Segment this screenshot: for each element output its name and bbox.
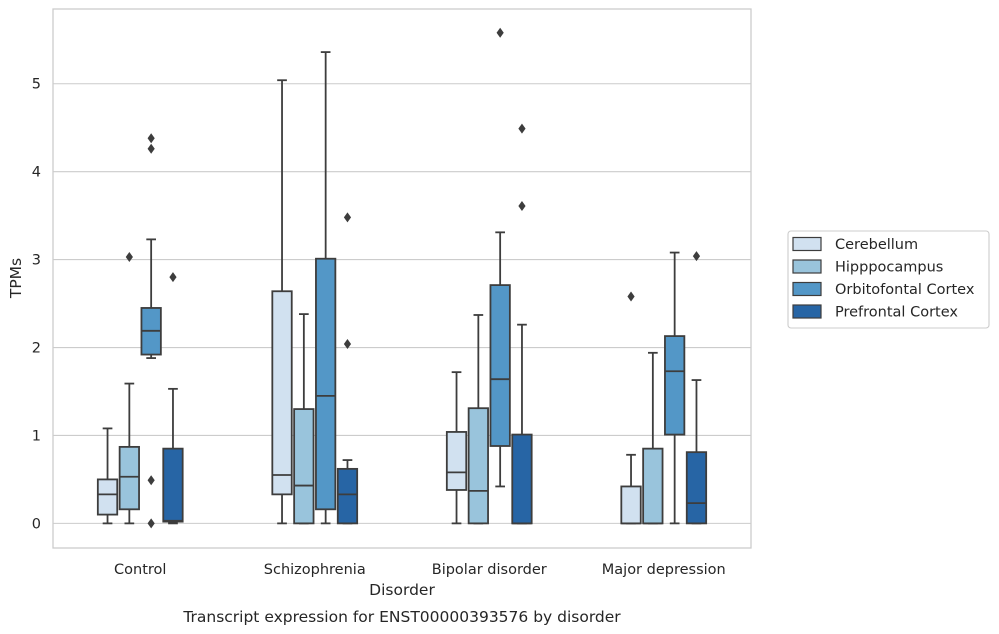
box-cerebellum-control [96,427,119,525]
box-hipppocampus-bipolar-disorder [467,314,489,525]
box-hipppocampus-major-depression [642,351,664,525]
box-prefrontal-cortex-bipolar-disorder-iqr [511,433,533,525]
legend-label-hipppocampus: Hipppocampus [835,260,943,276]
legend-frame [787,230,990,329]
box-hipppocampus-major-depression-iqr [642,447,664,525]
box-orbitofontal-cortex-control-outlier-1 [147,143,155,154]
y-axis-title: TPMs [7,258,25,299]
series-orbitofontal-cortex [140,27,686,529]
y-tick-2: 2 [32,341,41,357]
box-orbitofontal-cortex-bipolar-disorder [489,27,511,488]
box-cerebellum-major-depression [620,291,642,525]
box-hipppocampus-control-outlier-0 [125,251,133,262]
box-prefrontal-cortex-schizophrenia-outlier-1 [343,339,352,350]
chart-caption: Transcript expression for ENST0000039357… [182,608,621,626]
series-hipppocampus [118,251,664,525]
box-prefrontal-cortex-major-depression-iqr [685,451,708,525]
box-orbitofontal-cortex-bipolar-disorder-outlier-0 [496,27,504,38]
box-cerebellum-schizophrenia [271,79,293,525]
box-hipppocampus-control [118,251,140,525]
box-prefrontal-cortex-bipolar-disorder [511,123,533,525]
box-orbitofontal-cortex-major-depression [664,251,686,525]
box-prefrontal-cortex-schizophrenia-outlier-0 [343,212,352,223]
legend-label-cerebellum: Cerebellum [835,237,918,253]
y-tick-0: 0 [32,516,41,532]
box-orbitofontal-cortex-schizophrenia [315,51,337,525]
box-cerebellum-major-depression-outlier-0 [627,291,635,302]
legend-item-prefrontal-cortex: Prefrontal Cortex [792,304,958,321]
box-prefrontal-cortex-bipolar-disorder-outlier-0 [518,123,526,134]
box-orbitofontal-cortex-control-outlier-0 [147,133,155,144]
box-series [96,27,708,529]
box-cerebellum-schizophrenia-iqr [271,290,293,496]
box-prefrontal-cortex-major-depression [685,251,708,525]
box-cerebellum-bipolar-disorder [445,371,468,525]
box-hipppocampus-bipolar-disorder-iqr [467,407,489,525]
legend-swatch-orbitofontal-cortex [792,281,822,297]
legend-label-orbitofontal-cortex: Orbitofontal Cortex [835,282,975,298]
box-prefrontal-cortex-control [162,272,184,525]
box-orbitofontal-cortex-control-outlier-2 [147,475,155,486]
box-prefrontal-cortex-schizophrenia-iqr [336,467,359,525]
box-prefrontal-cortex-schizophrenia [336,212,359,525]
series-prefrontal-cortex [162,123,708,525]
legend-item-orbitofontal-cortex: Orbitofontal Cortex [792,281,975,298]
y-tick-3: 3 [32,253,41,269]
legend-label-prefrontal-cortex: Prefrontal Cortex [835,305,958,321]
box-orbitofontal-cortex-schizophrenia-iqr [315,257,337,511]
box-orbitofontal-cortex-bipolar-disorder-iqr [489,284,511,447]
box-prefrontal-cortex-control-outlier-0 [169,272,177,283]
y-tick-4: 4 [32,165,41,181]
plot-frame [52,8,752,549]
box-hipppocampus-schizophrenia-iqr [293,408,315,525]
y-tick-labels: 0 1 2 3 4 5 [32,77,41,533]
box-orbitofontal-cortex-major-depression-iqr [664,335,686,436]
x-tick-control: Control [114,562,166,578]
box-hipppocampus-schizophrenia [293,313,315,525]
y-tick-5: 5 [32,77,41,93]
box-orbitofontal-cortex-control-outlier-3 [147,518,155,529]
series-cerebellum [96,79,642,525]
x-axis-title: Disorder [369,581,435,599]
x-tick-major-depression: Major depression [602,562,726,578]
box-orbitofontal-cortex-control [140,133,162,529]
legend-item-cerebellum: Cerebellum [792,236,918,253]
box-prefrontal-cortex-control-iqr [162,447,184,523]
x-tick-schizophrenia: Schizophrenia [264,562,366,578]
y-tick-1: 1 [32,428,41,444]
box-cerebellum-control-iqr [96,478,119,516]
box-prefrontal-cortex-major-depression-outlier-0 [692,251,701,262]
legend-swatch-cerebellum [792,236,822,252]
box-hipppocampus-control-iqr [118,445,140,511]
legend-swatch-hipppocampus [792,259,822,274]
x-tick-bipolar-disorder: Bipolar disorder [432,562,547,578]
box-prefrontal-cortex-bipolar-disorder-outlier-1 [518,200,526,211]
box-cerebellum-bipolar-disorder-iqr [445,431,468,491]
legend-swatch-prefrontal-cortex [792,304,822,319]
box-cerebellum-major-depression-iqr [620,485,642,525]
x-tick-labels: Control Schizophrenia Bipolar disorder Majo… [114,562,726,578]
legend-item-hipppocampus: Hipppocampus [792,259,943,276]
legend: Cerebellum Hipppocampus Orbitofontal Corte… [787,230,990,329]
